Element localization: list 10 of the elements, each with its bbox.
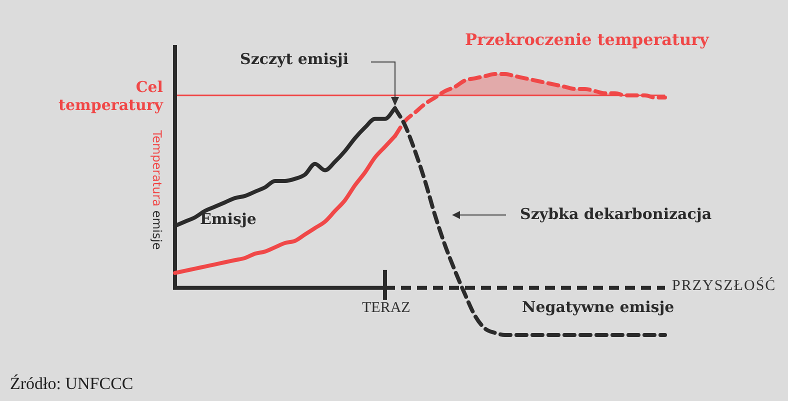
series-label: Emisje [200,210,256,228]
ref-line-label: Cel temperatury [58,78,163,114]
x-axis-title: PRZYSZŁOŚĆ [672,278,776,295]
y-axis-title: Temperatura emisje [150,130,164,250]
annotation: TERAZ [362,300,410,317]
annotation: Negatywne emisje [522,298,674,316]
text: Przekroczenie temperatury [465,30,709,49]
annotation: Szybka dekarbonizacja [520,205,712,223]
text: Szczyt emisji [240,50,349,68]
text: Źródło: UNFCCC [10,374,134,394]
